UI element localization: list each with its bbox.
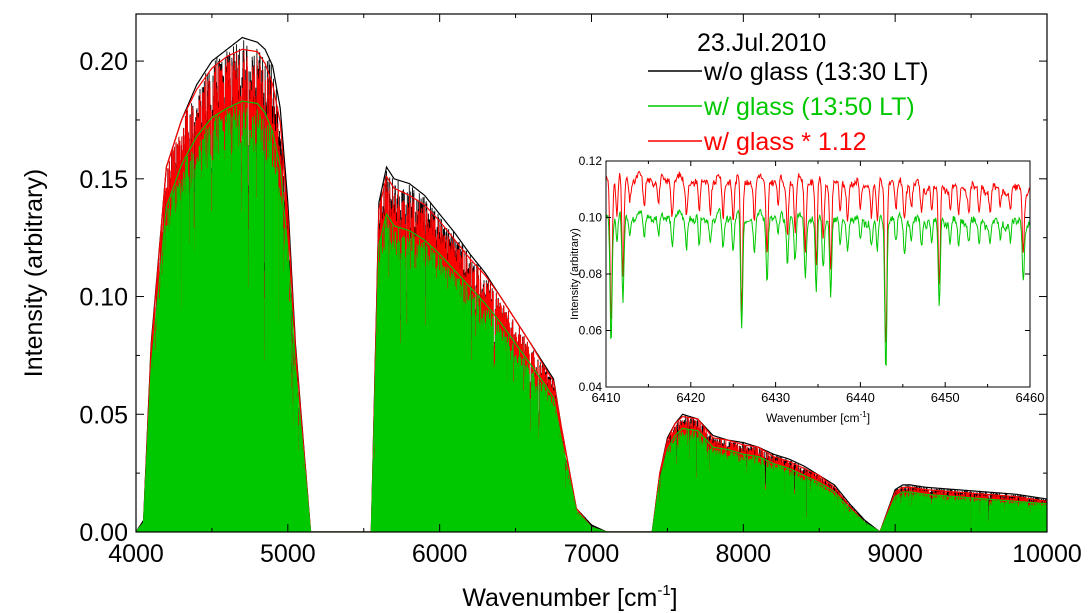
- y-tick-label: 0.15: [79, 166, 128, 194]
- inset-x-tick-label: 6410: [592, 390, 621, 405]
- legend-item-wo-glass: w/o glass (13:30 LT): [648, 58, 929, 86]
- legend-item-w-glass: w/ glass (13:50 LT): [648, 93, 915, 121]
- inset-x-tick-label: 6460: [1016, 390, 1045, 405]
- inset-x-tick-label: 6440: [846, 390, 875, 405]
- inset-y-tick-label: 0.10: [579, 211, 603, 225]
- main-x-axis-label-text: Wavenumber [cm: [462, 584, 657, 612]
- x-tick-label: 7000: [564, 540, 620, 568]
- main-y-axis-label: Intensity (arbitrary): [20, 169, 48, 377]
- inset-y-ticks: 0.04 0.06 0.08 0.10 0.12: [579, 154, 1030, 394]
- inset-y-tick-label: 0.08: [579, 267, 603, 281]
- legend-label-w-glass-scaled: w/ glass * 1.12: [703, 128, 867, 156]
- main-legend: w/o glass (13:30 LT) w/ glass (13:50 LT)…: [648, 58, 929, 156]
- inset-x-axis-label-text: Wavenumber [cm: [766, 411, 860, 425]
- y-tick-label: 0.05: [79, 401, 128, 429]
- inset-y-tick-label: 0.04: [579, 380, 603, 394]
- legend-label-wo-glass: w/o glass (13:30 LT): [703, 58, 929, 86]
- x-tick-label: 4000: [108, 540, 164, 568]
- inset-x-ticks: 6410 6420 6430 6440 6450 6460: [592, 161, 1045, 405]
- inset-y-tick-label: 0.12: [579, 154, 603, 168]
- x-tick-label: 6000: [412, 540, 468, 568]
- x-tick-label: 9000: [867, 540, 923, 568]
- inset-x-axis-label-sup: -1: [860, 410, 868, 419]
- inset-series-w-glass-scaled-line: [606, 170, 1030, 343]
- inset-series-w-glass-line: [606, 207, 1030, 367]
- y-tick-label: 0.10: [79, 284, 128, 312]
- inset-x-axis-label-tail: ]: [867, 411, 870, 425]
- legend-item-w-glass-scaled: w/ glass * 1.12: [648, 128, 867, 156]
- x-tick-label: 8000: [716, 540, 772, 568]
- main-y-ticks: 0.00 0.05 0.10 0.15 0.20: [79, 48, 1047, 547]
- main-x-axis-label-sup: -1: [657, 582, 670, 599]
- main-x-axis-label: Wavenumber [cm-1]: [462, 582, 677, 612]
- inset-y-axis-label: Intensity (arbitrary): [569, 228, 581, 320]
- main-x-axis-label-tail: ]: [671, 584, 678, 612]
- y-tick-label: 0.00: [79, 519, 128, 547]
- x-tick-label: 10000: [1012, 540, 1082, 568]
- main-x-ticks: 4000 5000 6000 7000 8000 9000 10000: [108, 14, 1082, 568]
- inset-y-tick-label: 0.06: [579, 324, 603, 338]
- y-tick-label: 0.20: [79, 48, 128, 76]
- inset-plot: 6410 6420 6430 6440 6450 6460 0.04 0.06 0.08 0.1…: [569, 154, 1044, 425]
- x-tick-label: 5000: [260, 540, 316, 568]
- inset-series-group: [606, 170, 1030, 367]
- inset-x-axis-label: Wavenumber [cm-1]: [766, 410, 870, 425]
- inset-x-tick-label: 6450: [931, 390, 960, 405]
- legend-label-w-glass: w/ glass (13:50 LT): [703, 93, 915, 121]
- inset-x-tick-label: 6420: [676, 390, 705, 405]
- chart-annotation-date: 23.Jul.2010: [697, 29, 826, 57]
- inset-x-tick-label: 6430: [761, 390, 790, 405]
